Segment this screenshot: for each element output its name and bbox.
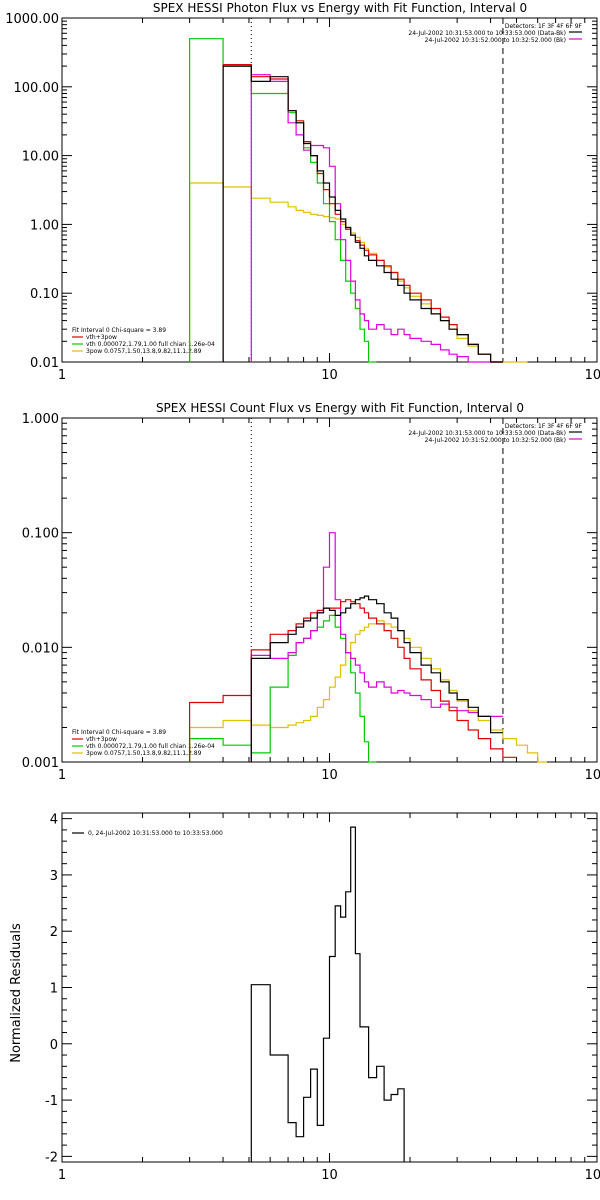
count-y-tick-label: 0.100 — [22, 527, 59, 542]
residuals-y-tick-label: 2 — [50, 925, 58, 940]
residuals-ylabel: Normalized Residuals — [9, 923, 24, 1063]
photon-x-tick-label: 100 — [585, 368, 600, 383]
photon-flux-title: SPEX HESSI Photon Flux vs Energy with Fi… — [153, 1, 527, 15]
residuals-legend: 0, 24-Jul-2002 10:31:53.000 to 10:33:53.… — [88, 830, 223, 837]
residuals-y-tick-label: -2 — [45, 1150, 58, 1165]
photon-y-tick-label: 0.10 — [30, 287, 59, 302]
photon-flux-legend-top-right: Detectors: 1F 3F 4F 6F 9F 24-Jul-2002 10… — [408, 23, 582, 44]
count-x-tick-label: 1 — [58, 768, 66, 783]
photon-legend-data-interval: 24-Jul-2002 10:31:53.000 to 10:33:53.000… — [408, 30, 566, 37]
count-flux-panel: SPEX HESSI Count Flux vs Energy with Fit… — [22, 401, 600, 783]
photon-y-tick-label: 1000.00 — [5, 12, 59, 27]
count-x-tick-label: 100 — [585, 768, 600, 783]
residuals-y-tick-label: 3 — [50, 869, 58, 884]
photon-series-thermal — [189, 38, 377, 363]
photon-y-tick-label: 10.00 — [22, 150, 59, 165]
count-y-tick-label: 0.010 — [22, 641, 59, 656]
count-flux-title: SPEX HESSI Count Flux vs Energy with Fit… — [156, 401, 524, 415]
count-series-data — [250, 595, 503, 762]
residuals-y-tick-label: 1 — [50, 982, 58, 997]
residuals-x-tick-label: 10 — [321, 1168, 338, 1183]
count-legend-data-interval: 24-Jul-2002 10:31:53.000 to 10:33:53.000… — [408, 430, 566, 437]
photon-flux-panel: SPEX HESSI Photon Flux vs Energy with Fi… — [5, 1, 600, 383]
photon-x-tick-label: 10 — [321, 368, 338, 383]
residuals-y-tick-label: -1 — [45, 1094, 58, 1109]
count-legend-thermal: vth 0.000072,1.79,1.00 full chian 1.26e-… — [86, 743, 215, 750]
photon-series-data — [222, 65, 503, 363]
photon-y-tick-label: 0.01 — [30, 356, 59, 371]
count-y-tick-label: 0.001 — [22, 756, 59, 771]
count-flux-legend-bottom-left: Fit Interval 0 Chi-square = 3.89 vth+3po… — [72, 729, 215, 757]
photon-y-tick-label: 100.00 — [14, 81, 60, 96]
count-series-background — [250, 532, 503, 762]
residuals-panel: Normalized Residuals 0, 24-Jul-2002 10:3… — [9, 812, 600, 1183]
count-legend-bk-interval: 24-Jul-2002 10:31:52.000 to 10:32:52.000… — [425, 437, 566, 444]
residuals-x-tick-label: 100 — [585, 1168, 600, 1183]
photon-legend-thermal: vth 0.000072,1.79,1.00 full chian 1.26e-… — [86, 341, 215, 348]
photon-legend-bk-interval: 24-Jul-2002 10:31:52.000 to 10:32:52.000… — [425, 37, 566, 44]
photon-legend-detectors: Detectors: 1F 3F 4F 6F 9F — [505, 23, 583, 30]
count-series-powerlaw — [189, 620, 547, 763]
photon-legend-total: vth+3pow — [86, 334, 117, 341]
photon-flux-legend-bottom-left: Fit Interval 0 Chi-square = 3.89 vth+3po… — [72, 327, 215, 355]
photon-y-tick-label: 1.00 — [30, 218, 59, 233]
count-legend-total: vth+3pow — [86, 736, 117, 743]
residuals-y-tick-label: 0 — [50, 1038, 58, 1053]
count-y-tick-label: 1.000 — [22, 412, 59, 427]
count-x-tick-label: 10 — [321, 768, 338, 783]
count-legend-detectors: Detectors: 1F 3F 4F 6F 9F — [505, 423, 583, 430]
residuals-x-tick-label: 1 — [58, 1168, 66, 1183]
count-series-thermal — [189, 614, 377, 763]
photon-legend-powerlaw: 3pow 0.0757,1.50,13.8,9.82,11.1,2.89 — [86, 348, 202, 355]
photon-x-tick-label: 1 — [58, 368, 66, 383]
count-legend-fit-interval: Fit Interval 0 Chi-square = 3.89 — [72, 729, 166, 736]
photon-legend-fit-interval: Fit Interval 0 Chi-square = 3.89 — [72, 327, 166, 334]
count-flux-legend-top-right: Detectors: 1F 3F 4F 6F 9F 24-Jul-2002 10… — [408, 423, 582, 444]
residuals-series — [250, 826, 405, 1162]
count-legend-powerlaw: 3pow 0.0757,1.50,13.8,9.82,11.1,2.89 — [86, 750, 202, 757]
residuals-y-tick-label: 4 — [50, 813, 58, 828]
count-series-total — [189, 599, 517, 762]
photon-series-background — [250, 74, 503, 363]
